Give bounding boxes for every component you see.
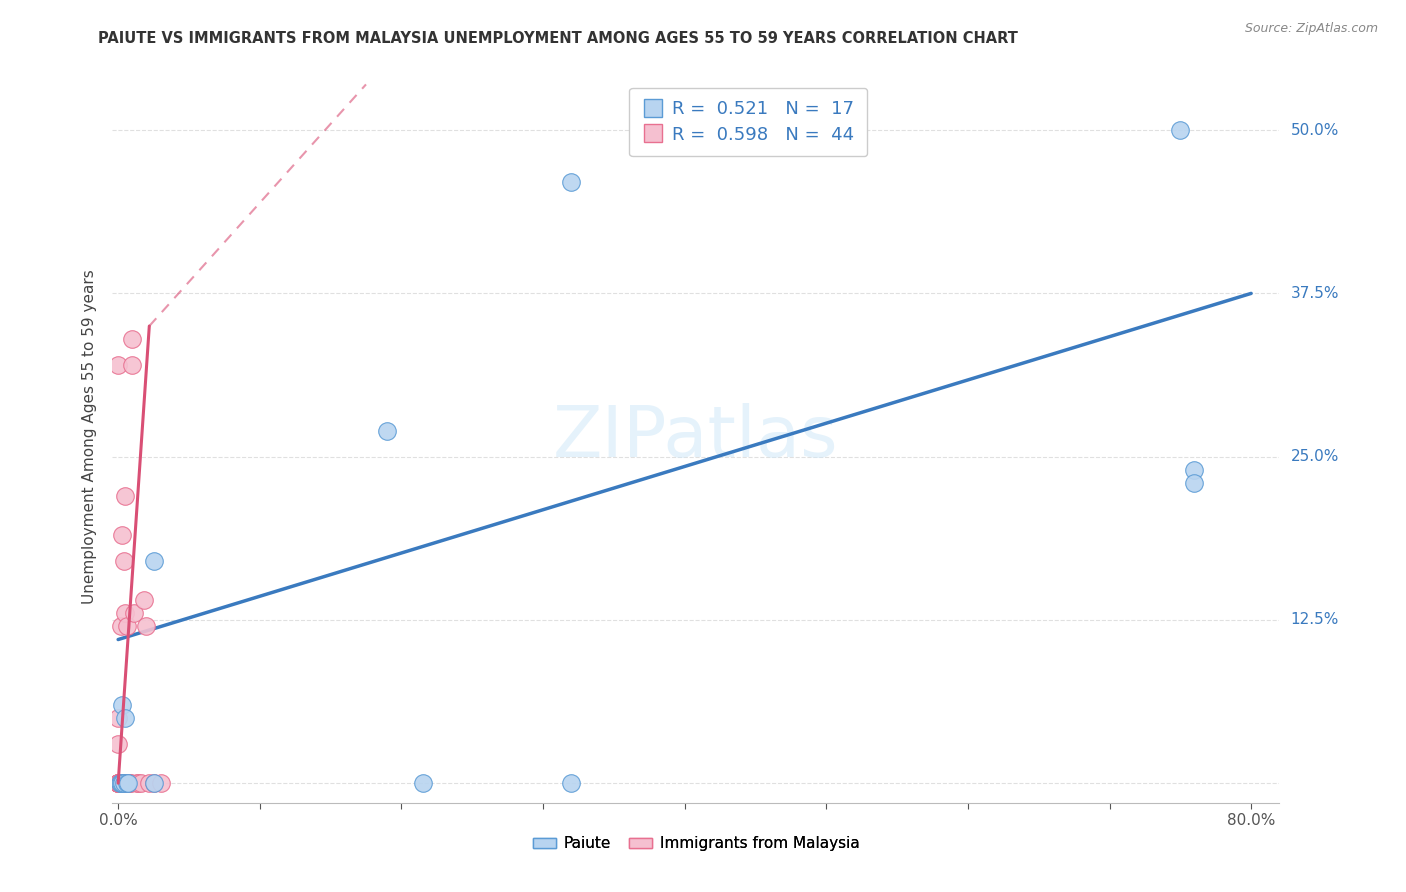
Point <box>120 776 142 790</box>
Point <box>129 776 152 790</box>
Point <box>110 776 132 790</box>
Point <box>149 776 172 790</box>
Point <box>1184 463 1206 477</box>
Text: PAIUTE VS IMMIGRANTS FROM MALAYSIA UNEMPLOYMENT AMONG AGES 55 TO 59 YEARS CORREL: PAIUTE VS IMMIGRANTS FROM MALAYSIA UNEMP… <box>98 31 1018 46</box>
Point <box>1168 123 1191 137</box>
Point <box>118 776 141 790</box>
Point <box>112 554 135 568</box>
Point <box>111 776 134 790</box>
Point <box>142 776 165 790</box>
Point <box>114 489 136 503</box>
Point <box>111 698 134 712</box>
Point <box>107 776 129 790</box>
Text: 12.5%: 12.5% <box>1291 613 1339 627</box>
Point <box>107 776 129 790</box>
Y-axis label: Unemployment Among Ages 55 to 59 years: Unemployment Among Ages 55 to 59 years <box>82 269 97 605</box>
Point <box>142 776 165 790</box>
Point <box>107 776 129 790</box>
Text: Source: ZipAtlas.com: Source: ZipAtlas.com <box>1244 22 1378 36</box>
Point <box>125 776 148 790</box>
Point <box>111 776 134 790</box>
Point <box>110 776 132 790</box>
Point <box>375 424 398 438</box>
Point <box>108 776 131 790</box>
Point <box>412 776 434 790</box>
Point <box>114 711 136 725</box>
Point <box>108 776 131 790</box>
Point <box>112 776 135 790</box>
Point <box>117 776 139 790</box>
Point <box>108 776 131 790</box>
Point <box>118 776 141 790</box>
Point <box>110 776 132 790</box>
Point <box>121 358 143 372</box>
Text: 37.5%: 37.5% <box>1291 286 1339 301</box>
Point <box>115 776 138 790</box>
Point <box>560 175 582 189</box>
Point <box>121 332 143 346</box>
Point <box>111 528 134 542</box>
Legend: Paiute, Immigrants from Malaysia: Paiute, Immigrants from Malaysia <box>527 830 865 857</box>
Point <box>1184 475 1206 490</box>
Point <box>132 593 155 607</box>
Point <box>107 711 129 725</box>
Point <box>111 776 134 790</box>
Text: ZIPatlas: ZIPatlas <box>553 402 839 472</box>
Point <box>117 776 139 790</box>
Point <box>107 776 129 790</box>
Point <box>127 776 149 790</box>
Point <box>107 776 129 790</box>
Point <box>117 776 139 790</box>
Text: 25.0%: 25.0% <box>1291 450 1339 464</box>
Point <box>114 776 136 790</box>
Point <box>142 554 165 568</box>
Point <box>107 737 129 751</box>
Point <box>110 619 132 633</box>
Point <box>112 776 135 790</box>
Point <box>115 619 138 633</box>
Point <box>122 607 145 621</box>
Point <box>118 776 141 790</box>
Point <box>114 607 136 621</box>
Point <box>138 776 160 790</box>
Text: 50.0%: 50.0% <box>1291 122 1339 137</box>
Point <box>135 619 157 633</box>
Point <box>115 776 138 790</box>
Point <box>107 776 129 790</box>
Point <box>107 358 129 372</box>
Point <box>560 776 582 790</box>
Point <box>107 776 129 790</box>
Point <box>115 776 138 790</box>
Point <box>114 776 136 790</box>
